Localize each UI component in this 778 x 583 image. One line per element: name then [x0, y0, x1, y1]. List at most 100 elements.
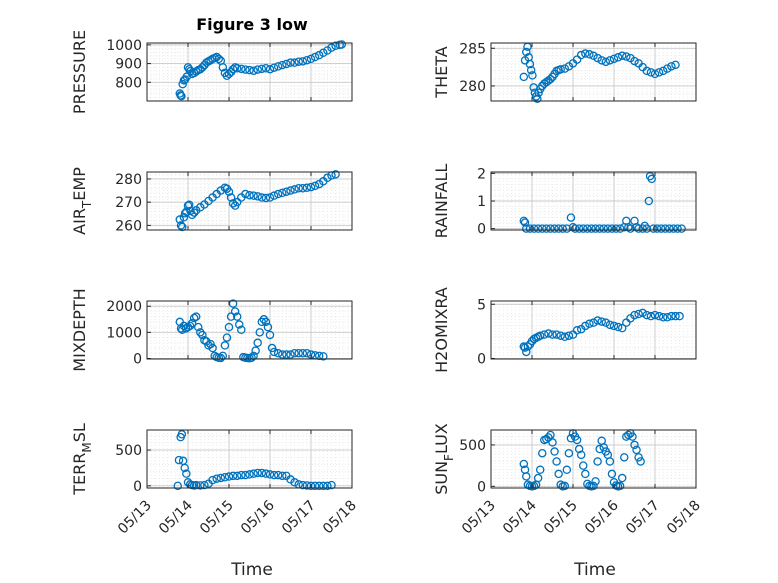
data-point: [554, 469, 563, 479]
data-point: [278, 350, 287, 359]
data-point: [185, 321, 195, 331]
data-point: [218, 63, 228, 72]
y-tick-label: 1000: [106, 325, 142, 341]
data-point: [556, 331, 565, 340]
y-tick-label: 0: [477, 479, 486, 495]
data-point: [208, 475, 217, 485]
y-tick-label: 280: [115, 172, 142, 188]
data-point: [665, 224, 674, 233]
y-axis-label: SUNFLUX: [432, 423, 456, 495]
data-point: [290, 349, 299, 358]
data-point: [650, 69, 660, 79]
data-point: [216, 473, 226, 483]
data-point: [628, 432, 637, 441]
data-series: [519, 308, 684, 357]
data-point: [290, 58, 299, 67]
data-point: [605, 457, 615, 466]
data-point: [232, 312, 242, 321]
data-point: [319, 352, 328, 361]
data-point: [642, 66, 652, 76]
axes-frame: [490, 42, 697, 102]
data-point: [615, 481, 625, 491]
data-point: [646, 68, 656, 77]
data-point: [642, 310, 652, 320]
y-axis-label-part: LUX: [432, 423, 451, 454]
data-point: [593, 316, 602, 325]
data-point: [663, 313, 672, 322]
data-point: [196, 481, 205, 490]
y-tick-label: 0: [133, 351, 142, 367]
data-point: [189, 313, 199, 323]
data-point: [177, 91, 186, 101]
data-point: [562, 465, 572, 475]
y-tick-label: 0: [477, 222, 486, 238]
data-point: [591, 224, 600, 233]
data-point: [269, 191, 279, 200]
y-tick-label: 1: [477, 194, 486, 210]
data-point: [294, 57, 303, 66]
data-point: [581, 49, 590, 58]
data-point: [630, 440, 639, 450]
data-point: [650, 310, 660, 320]
data-point: [605, 56, 615, 65]
x-tick-label: 05/14: [156, 497, 196, 537]
data-point: [261, 317, 271, 327]
data-point: [605, 320, 615, 330]
x-tick-label: 05/13: [459, 498, 499, 538]
data-point: [566, 434, 576, 443]
data-point: [224, 322, 234, 332]
data-point: [177, 430, 187, 439]
y-tick-label: 285: [459, 41, 486, 57]
data-point: [331, 41, 340, 51]
data-point: [224, 472, 234, 481]
data-point: [572, 435, 582, 445]
data-point: [319, 48, 328, 57]
data-point: [286, 350, 295, 359]
data-point: [560, 481, 570, 491]
data-point: [671, 311, 680, 321]
data-point: [638, 308, 647, 318]
data-point: [644, 196, 654, 206]
data-point: [191, 67, 201, 76]
data-point: [269, 63, 279, 72]
data-point: [522, 472, 531, 481]
data-point: [593, 457, 602, 466]
data-point: [237, 64, 246, 74]
data-point: [306, 182, 316, 192]
data-point: [298, 57, 308, 66]
data-point: [529, 224, 539, 233]
data-point: [273, 349, 283, 358]
axes-frame: [146, 300, 353, 360]
data-point: [278, 60, 287, 70]
data-point: [607, 469, 617, 479]
data-point: [617, 473, 627, 483]
data-point: [574, 224, 584, 233]
y-axis-label-part: AIR: [70, 208, 89, 235]
data-point: [630, 310, 639, 320]
data-point: [554, 224, 563, 233]
x-tick-label: 05/15: [541, 498, 581, 538]
x-axis-label-right: Time: [573, 560, 616, 580]
data-point: [558, 224, 568, 233]
y-tick-label: 500: [115, 443, 142, 459]
data-point: [237, 325, 246, 334]
data-point: [585, 50, 594, 59]
data-point: [189, 208, 199, 217]
data-point: [257, 317, 267, 327]
data-point: [609, 54, 619, 64]
x-tick-label: 05/17: [279, 498, 319, 538]
y-tick-label: 500: [459, 438, 486, 454]
data-point: [247, 353, 256, 362]
data-point: [249, 66, 258, 75]
data-point: [572, 326, 582, 335]
data-series: [175, 170, 340, 232]
data-point: [654, 311, 664, 321]
data-point: [265, 330, 275, 340]
data-point: [214, 54, 223, 64]
data-point: [191, 312, 201, 321]
data-point: [176, 91, 185, 100]
data-point: [331, 170, 340, 179]
data-point: [265, 470, 275, 479]
data-point: [245, 65, 254, 75]
data-point: [337, 40, 346, 49]
